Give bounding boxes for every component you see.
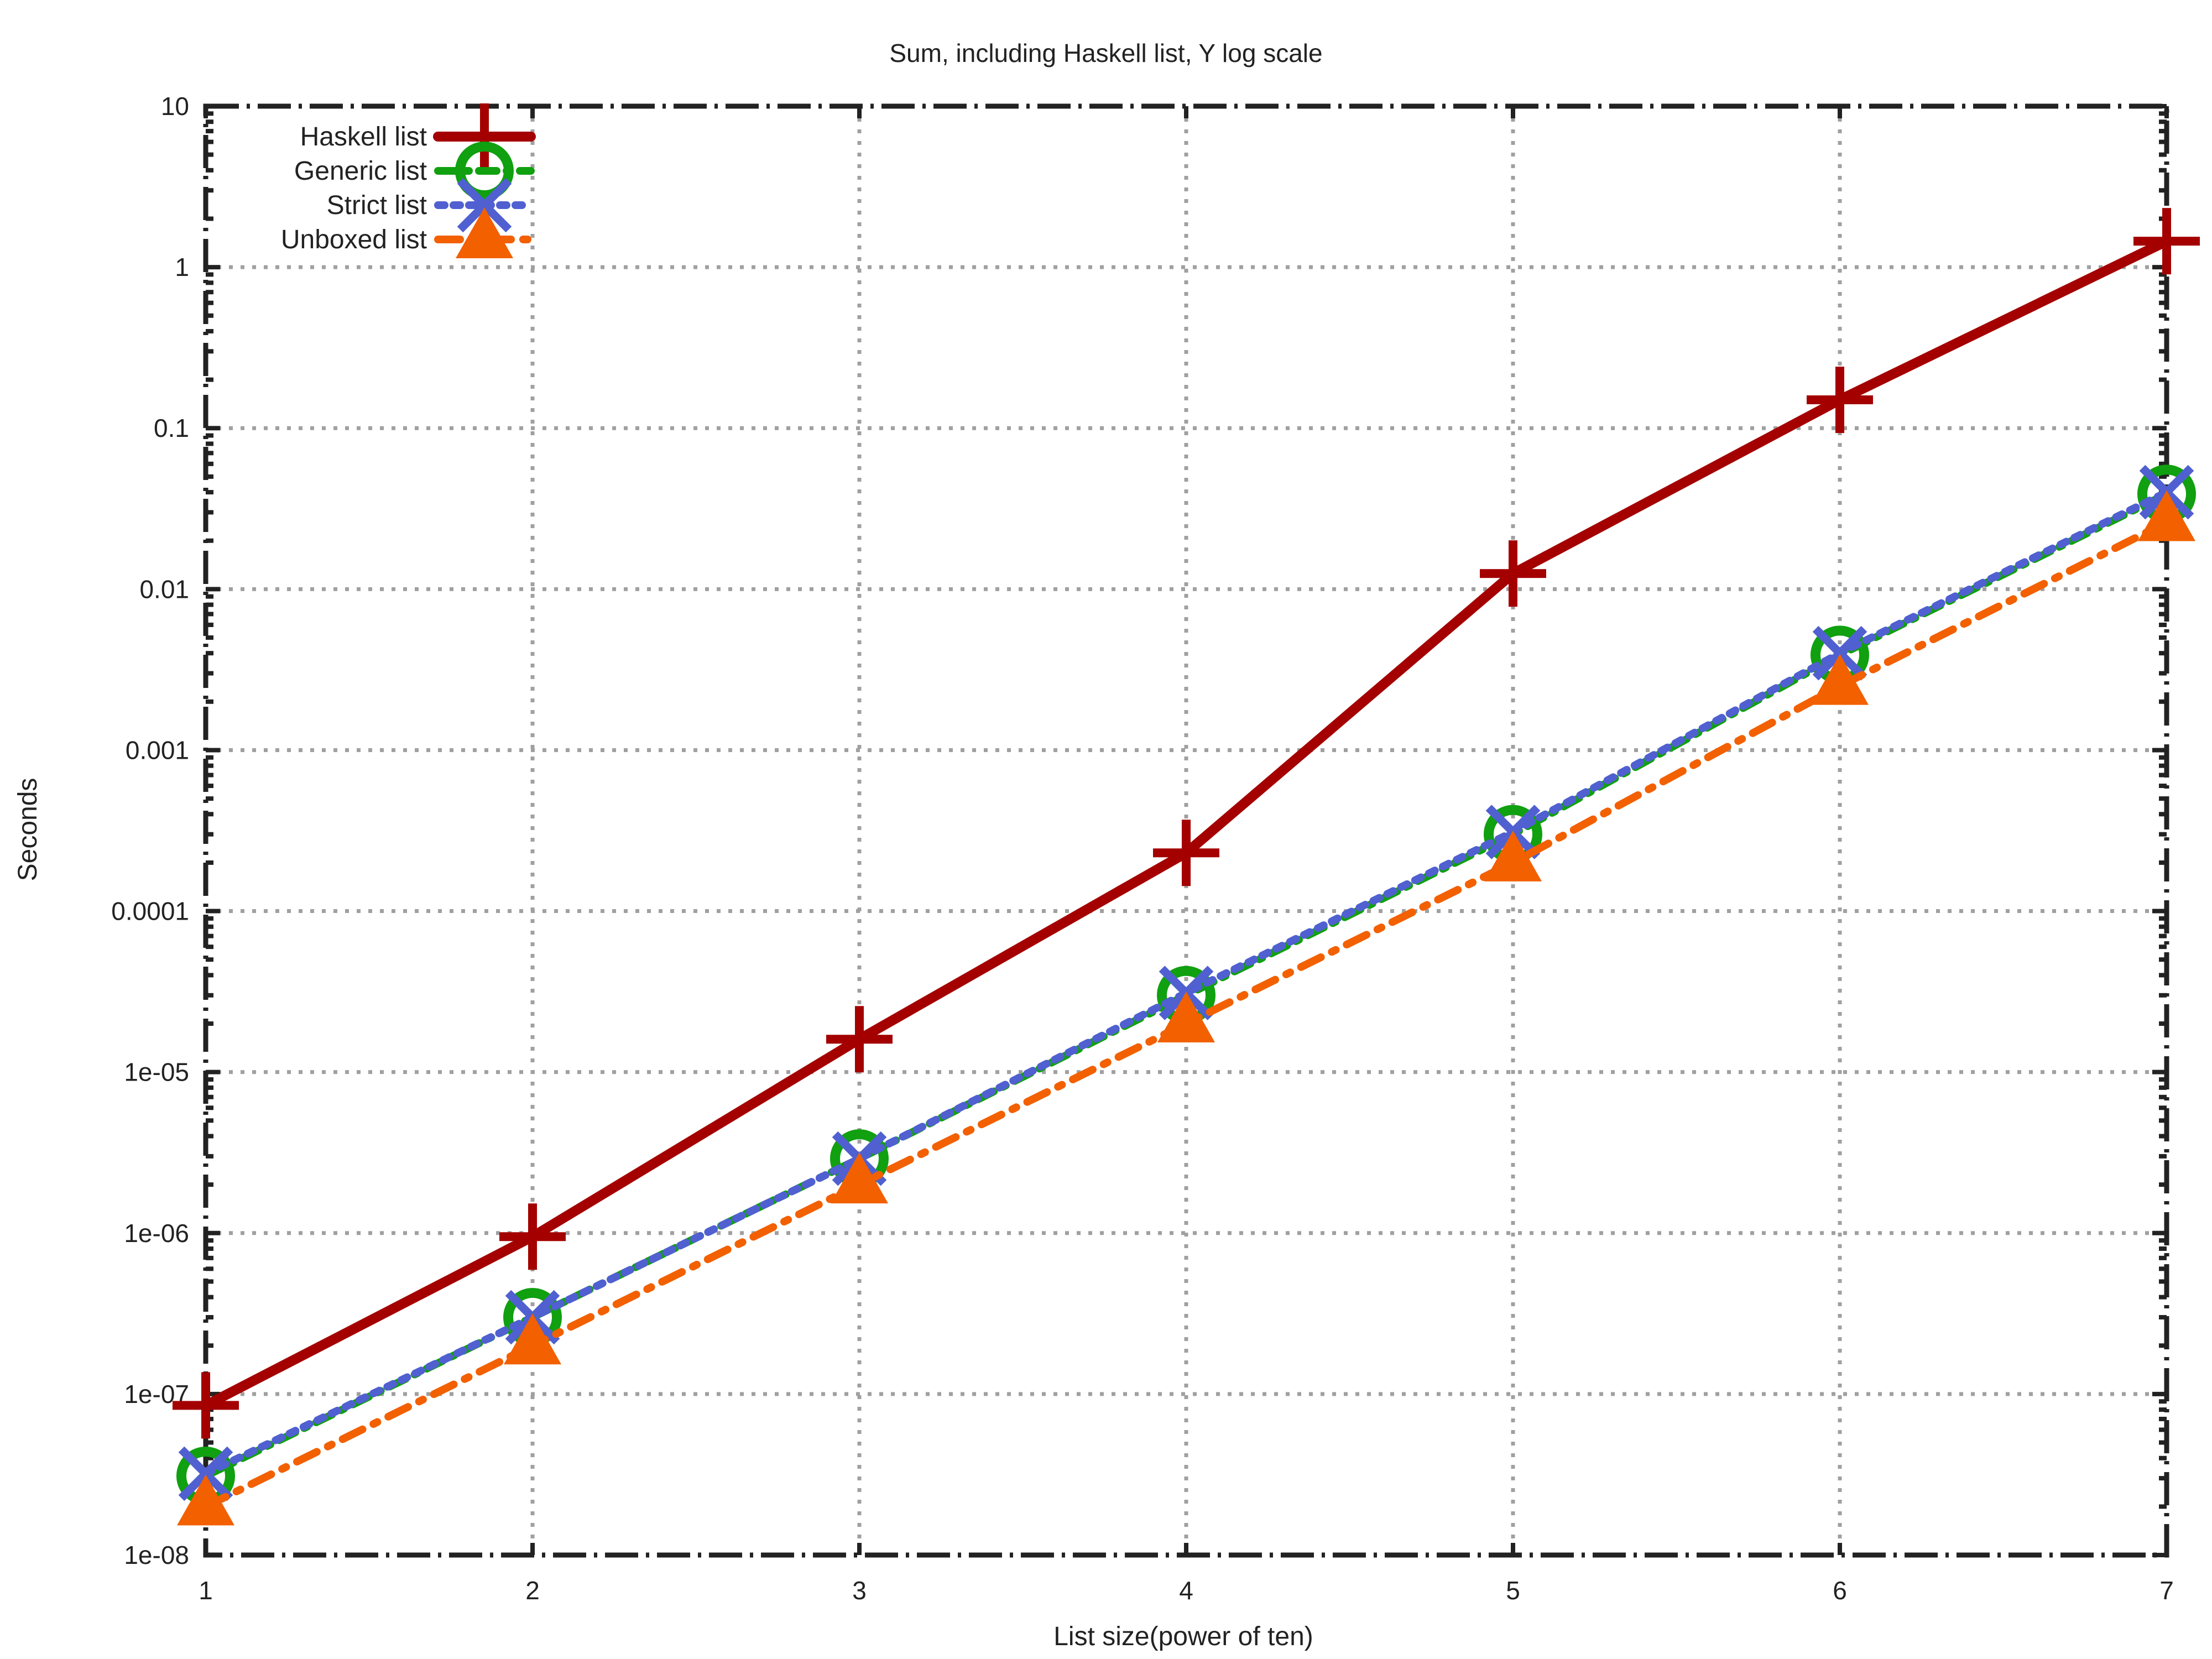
legend-label: Generic list [294, 156, 427, 186]
x-tick-label: 2 [525, 1576, 540, 1605]
data-point-unboxed-list [1811, 654, 1869, 705]
legend-label: Unboxed list [281, 225, 427, 254]
data-point-unboxed-list [1484, 830, 1542, 881]
data-point-haskell-list [1807, 366, 1873, 433]
series-unboxed-list [177, 490, 2195, 1526]
y-tick-label: 0.0001 [111, 897, 189, 926]
data-point-strict-list [1812, 625, 1867, 681]
data-point-haskell-list [499, 1203, 566, 1270]
data-point-haskell-list [826, 1006, 893, 1073]
legend-item-haskell-list: Haskell list [300, 103, 536, 170]
series-haskell-list [173, 208, 2200, 1439]
legend-marker [456, 207, 513, 258]
data-point-unboxed-list [2138, 490, 2195, 541]
legend: Haskell list Generic list Strict list Unbox… [281, 103, 536, 258]
y-tick-label: 1 [175, 253, 189, 281]
chart-title: Sum, including Haskell list, Y log scale [889, 39, 1322, 67]
series-layer [173, 208, 2200, 1526]
legend-item-strict-list: Strict list [327, 178, 535, 233]
data-point-haskell-list [173, 1372, 239, 1439]
legend-marker [451, 103, 518, 170]
y-tick-label: 1e-06 [124, 1219, 189, 1248]
x-tick-label: 4 [1179, 1576, 1193, 1605]
data-point-unboxed-list [504, 1313, 561, 1365]
x-tick-label: 1 [199, 1576, 213, 1605]
legend-label: Strict list [327, 191, 427, 220]
x-axis-label: List size(power of ten) [1053, 1622, 1313, 1651]
y-axis-label: Seconds [13, 778, 43, 881]
y-tick-label: 1e-08 [124, 1541, 189, 1569]
x-tick-label: 3 [852, 1576, 867, 1605]
legend-marker [457, 178, 512, 233]
y-tick-label: 0.001 [126, 735, 189, 764]
x-tick-label: 5 [1506, 1576, 1520, 1605]
data-point-unboxed-list [831, 1152, 888, 1204]
data-point-haskell-list [1153, 820, 1219, 886]
data-point-unboxed-list [1157, 992, 1215, 1043]
legend-item-generic-list: Generic list [294, 142, 535, 200]
data-point-haskell-list [1480, 540, 1546, 607]
y-tick-label: 10 [161, 92, 189, 121]
x-tick-label: 6 [1833, 1576, 1847, 1605]
legend-marker [455, 142, 514, 200]
x-tick-label: 7 [2159, 1576, 2174, 1605]
legend-item-unboxed-list: Unboxed list [281, 207, 535, 258]
data-point-unboxed-list [177, 1474, 234, 1526]
data-point-strict-list [178, 1446, 233, 1501]
y-tick-label: 0.1 [154, 414, 189, 442]
legend-label: Haskell list [300, 122, 427, 152]
y-tick-label: 0.01 [139, 575, 189, 603]
y-tick-label: 1e-05 [124, 1058, 189, 1087]
data-point-haskell-list [2133, 208, 2200, 275]
